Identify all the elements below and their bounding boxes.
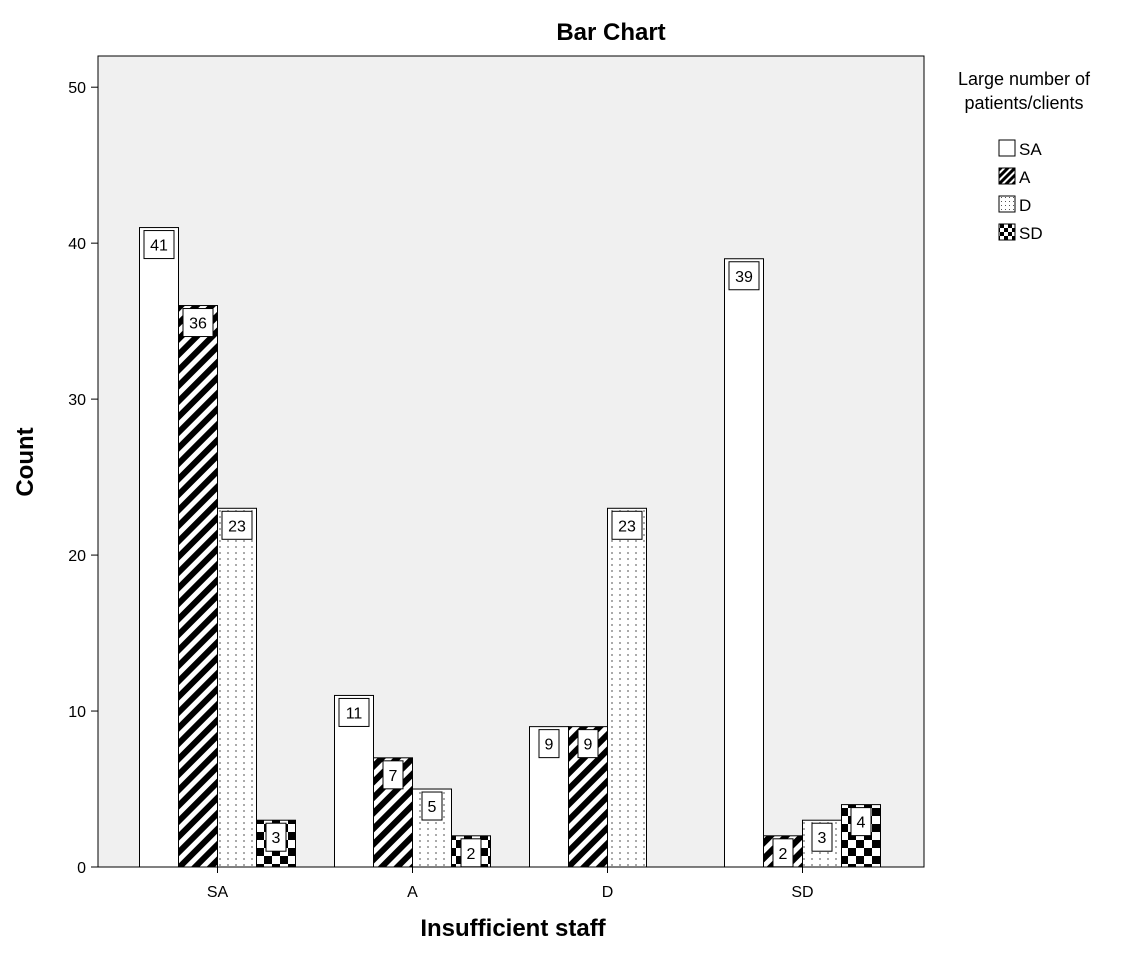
- data-label-box: [577, 729, 599, 759]
- data-label-box: [538, 729, 560, 759]
- data-label-box: [421, 791, 443, 821]
- x-axis: SA A D SD: [207, 867, 814, 901]
- x-tick-label-a: A: [407, 884, 418, 901]
- y-tick-label: 20: [68, 548, 86, 565]
- data-label: 3: [272, 830, 281, 847]
- data-label-box: [850, 807, 872, 837]
- y-tick-label: 10: [68, 704, 86, 721]
- data-label-box: [772, 838, 794, 868]
- data-label-box: [221, 510, 253, 540]
- data-label: 2: [779, 846, 788, 863]
- bar-sd-sa: [724, 258, 764, 868]
- legend-label-a: A: [1019, 168, 1031, 187]
- x-tick-label-sa: SA: [207, 884, 229, 901]
- legend-swatch-sd: [998, 223, 1016, 241]
- bar-sa-sa: [139, 227, 179, 868]
- legend-swatch-sa: [998, 139, 1016, 157]
- data-label-box: [143, 230, 175, 260]
- data-label-box: [382, 760, 404, 790]
- data-label: 5: [428, 799, 437, 816]
- legend-label-sa: SA: [1019, 140, 1042, 159]
- data-label: 3: [818, 830, 827, 847]
- y-tick-label: 50: [68, 80, 86, 97]
- data-label-box: [811, 822, 833, 852]
- data-label-box: [728, 261, 760, 291]
- legend-swatch-d: [998, 195, 1016, 213]
- bar-sa-d: [217, 507, 257, 868]
- x-tick-label-sd: SD: [791, 884, 813, 901]
- data-label: 23: [618, 518, 636, 535]
- data-label: 23: [228, 518, 246, 535]
- data-label-box: [460, 838, 482, 868]
- chart-title: Bar Chart: [556, 19, 665, 46]
- bar-d-d: [607, 507, 647, 868]
- data-label: 9: [584, 737, 593, 754]
- y-tick-label: 0: [77, 860, 86, 877]
- data-label: 7: [389, 768, 398, 785]
- x-axis-label: Insufficient staff: [420, 915, 606, 942]
- y-axis-label: Count: [12, 427, 39, 496]
- x-tick-label-d: D: [602, 884, 614, 901]
- data-label: 2: [467, 846, 476, 863]
- data-label: 4: [857, 815, 866, 832]
- data-label-box: [338, 697, 370, 727]
- data-label: 36: [189, 316, 207, 333]
- y-axis: 0 10 20 30 40 50: [68, 80, 98, 877]
- legend-label-d: D: [1019, 196, 1031, 215]
- data-label: 41: [150, 238, 168, 255]
- legend-title-line: patients/clients: [964, 93, 1083, 113]
- data-label-box: [182, 308, 214, 338]
- bar-sa-a: [178, 305, 218, 868]
- legend-swatch-a: [998, 167, 1016, 185]
- data-label-box: [265, 822, 287, 852]
- legend-title-line: Large number of: [958, 69, 1091, 89]
- data-label: 39: [735, 269, 753, 286]
- data-label: 11: [346, 705, 363, 722]
- data-label: 9: [545, 737, 554, 754]
- y-tick-label: 40: [68, 236, 86, 253]
- y-tick-label: 30: [68, 392, 86, 409]
- data-label-box: [611, 510, 643, 540]
- legend: Large number of patients/clients SA AD SD: [958, 69, 1091, 243]
- legend-label-sd: SD: [1019, 224, 1043, 243]
